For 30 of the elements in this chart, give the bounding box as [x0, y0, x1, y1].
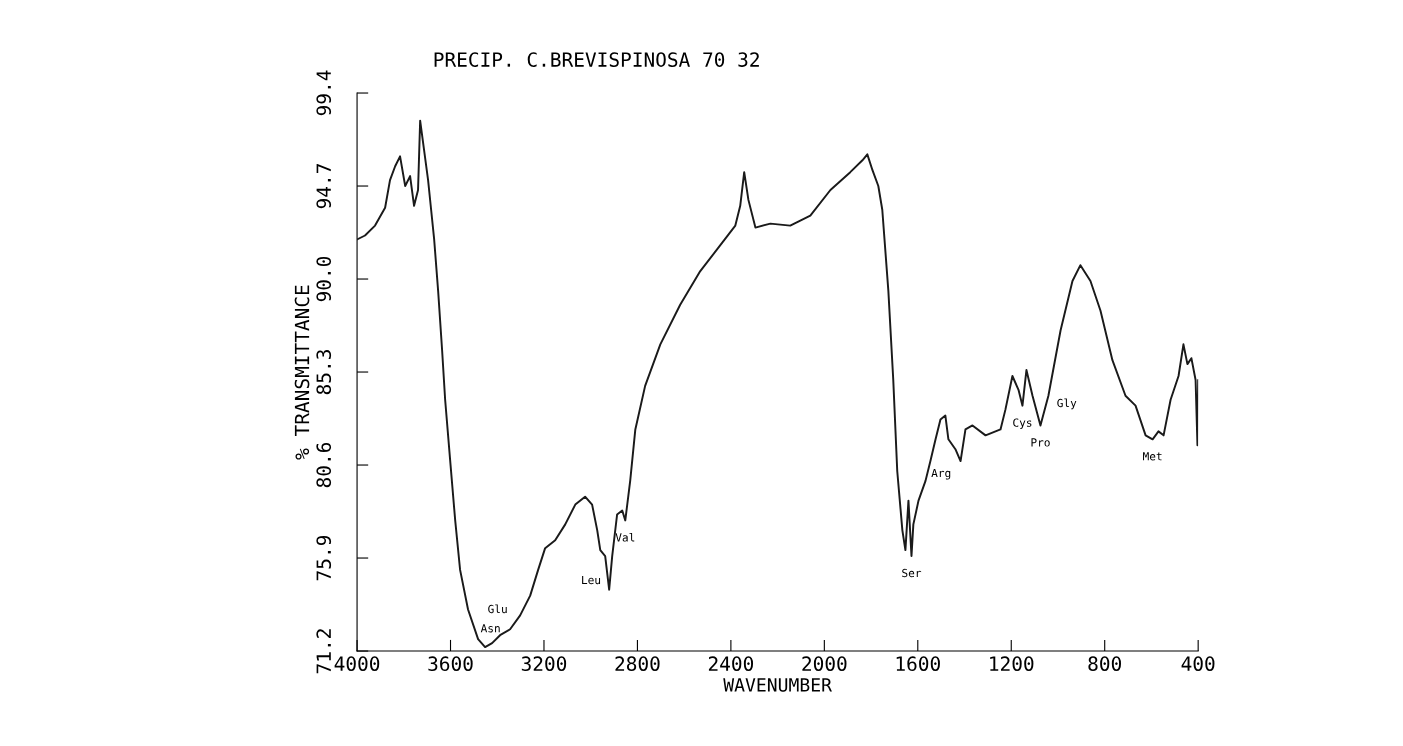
annotation: Met	[1143, 452, 1162, 461]
y-tick-label: 71.2	[316, 629, 331, 674]
x-tick-label: 3600	[428, 656, 473, 672]
annotation: Leu	[582, 575, 601, 585]
x-tick-label: 2800	[615, 656, 660, 672]
x-tick-label: 1200	[990, 656, 1034, 672]
annotation: Ser	[902, 568, 922, 578]
y-tick-label: 90.0	[316, 256, 332, 302]
annotation: Pro	[1031, 438, 1050, 447]
y-tick-label: 85.3	[316, 350, 332, 395]
x-tick-label: 400	[1181, 656, 1215, 672]
x-tick-label: 3200	[521, 656, 567, 672]
y-tick-label: 94.7	[316, 164, 332, 209]
y-axis-title: % TRANSMITTANCE	[294, 285, 310, 460]
x-tick-label: 800	[1088, 656, 1122, 672]
chart-title: PRECIP. C.BREVISPINOSA 70 32	[434, 52, 759, 67]
x-tick-label: 4000	[334, 656, 380, 672]
annotation: Val	[615, 532, 635, 542]
x-tick-label: 2000	[802, 656, 847, 672]
y-tick-label: 80.6	[316, 442, 332, 488]
x-axis-title: WAVENUMBER	[723, 678, 832, 692]
annotation: Glu	[488, 604, 507, 614]
x-tick-label: 2400	[708, 656, 754, 672]
x-tick-label: 1600	[896, 656, 940, 672]
y-tick-label: 75.9	[316, 535, 332, 581]
annotation: Arg	[931, 468, 951, 480]
annotation: Cys	[1013, 418, 1032, 429]
y-tick-label: 99.4	[316, 70, 332, 116]
annotation: Asn	[480, 624, 500, 633]
annotation: Gly	[1057, 398, 1077, 410]
